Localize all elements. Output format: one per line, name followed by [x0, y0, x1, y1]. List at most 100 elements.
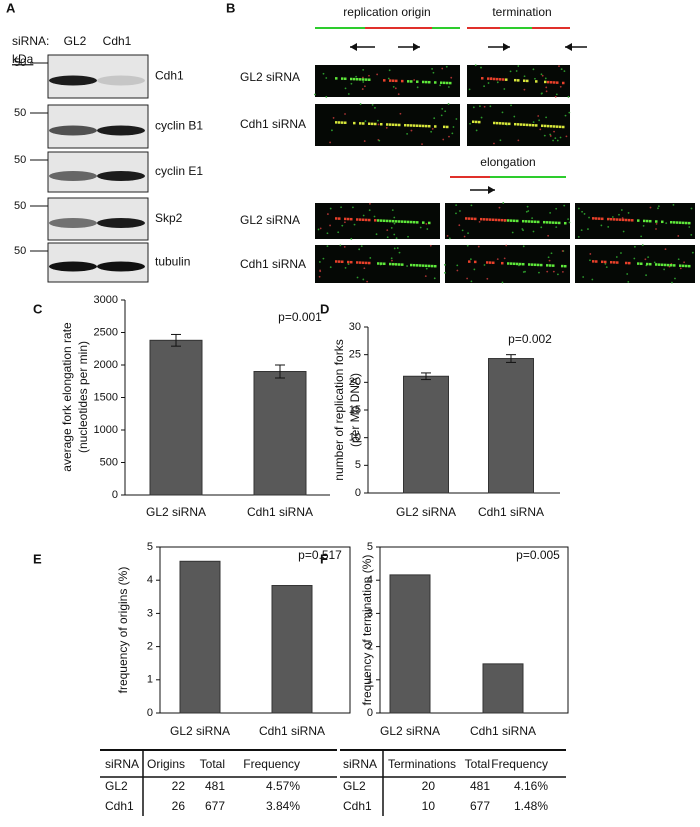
noise-dot: [549, 133, 552, 136]
noise-dot: [559, 136, 562, 139]
noise-dot: [445, 65, 448, 68]
noise-dot: [691, 251, 694, 254]
fiber-signal: [362, 261, 365, 265]
noise-dot: [363, 140, 366, 142]
fiber-signal: [335, 121, 338, 124]
fiber-signal: [499, 78, 502, 81]
noise-dot: [475, 129, 478, 132]
noise-dot: [483, 85, 486, 88]
noise-dot: [480, 66, 482, 69]
noise-dot: [580, 229, 583, 232]
noise-dot: [314, 93, 316, 96]
panel-label: F: [320, 551, 328, 566]
noise-dot: [456, 264, 459, 267]
noise-dot: [645, 274, 647, 277]
noise-dot: [325, 77, 328, 79]
fiber-signal: [505, 78, 508, 81]
fiber-signal: [510, 262, 513, 265]
noise-dot: [368, 74, 370, 77]
noise-dot: [398, 251, 401, 254]
fiber-signal: [380, 219, 383, 222]
noise-dot: [503, 88, 506, 90]
noise-dot: [501, 111, 504, 114]
noise-dot: [561, 270, 564, 273]
noise-dot: [501, 281, 504, 284]
fiber-signal: [383, 79, 386, 82]
y-axis-label: (nucleotides per min): [76, 341, 90, 453]
fiber-signal: [416, 80, 419, 83]
fiber-signal: [562, 125, 565, 129]
noise-dot: [377, 119, 379, 122]
fiber-signal: [643, 219, 646, 223]
noise-dot: [478, 220, 481, 223]
fiber-signal: [540, 263, 543, 267]
noise-dot: [406, 265, 408, 267]
fiber-signal: [374, 122, 377, 126]
noise-dot: [690, 207, 693, 210]
fiber-signal: [507, 219, 510, 222]
fiber-signal: [670, 264, 673, 267]
fiber-signal: [595, 217, 598, 220]
noise-dot: [347, 93, 350, 95]
fiber-signal: [392, 262, 395, 266]
noise-dot: [459, 210, 461, 212]
noise-dot: [588, 216, 590, 219]
table-header: siRNA: [343, 757, 377, 771]
y-tick-label: 2500: [94, 326, 118, 338]
noise-dot: [627, 280, 630, 283]
fiber-signal: [487, 77, 490, 80]
fiber-signal: [534, 220, 537, 224]
fiber-signal: [434, 264, 437, 268]
noise-dot: [622, 230, 625, 233]
noise-dot: [362, 81, 365, 83]
panel-label: A: [6, 0, 16, 15]
fiber-signal: [537, 263, 540, 267]
noise-dot: [483, 105, 486, 108]
fiber-signal: [546, 264, 549, 267]
fiber-signal: [505, 122, 508, 125]
sirna-label: siRNA:: [12, 34, 49, 48]
fiber-signal: [688, 221, 691, 225]
noise-dot: [665, 222, 668, 225]
fiber-signal: [598, 217, 601, 220]
fiber-signal: [613, 218, 616, 221]
noise-dot: [456, 269, 459, 272]
fiber-signal: [552, 264, 555, 267]
row-label: Cdh1 siRNA: [240, 117, 306, 131]
fiber-signal: [368, 122, 371, 125]
blot-band: [97, 75, 145, 86]
fiber-signal: [496, 121, 499, 125]
noise-dot: [486, 277, 489, 280]
fiber-signal: [535, 80, 538, 83]
noise-dot: [440, 114, 443, 117]
y-tick-label: 0: [367, 707, 373, 719]
fiber-signal: [356, 218, 359, 221]
noise-dot: [538, 119, 541, 122]
bar: [403, 375, 449, 494]
fiber-signal: [493, 77, 496, 81]
noise-dot: [470, 204, 473, 207]
noise-dot: [350, 82, 353, 85]
fiber-signal: [502, 122, 505, 125]
panel-label: D: [320, 301, 329, 316]
fiber-signal: [486, 261, 489, 264]
noise-dot: [455, 204, 458, 207]
fiber-signal: [413, 220, 416, 224]
noise-dot: [461, 229, 464, 232]
noise-dot: [545, 86, 548, 89]
fiber-signal: [628, 218, 631, 222]
fiber-signal: [637, 219, 640, 222]
row-label: Cdh1 siRNA: [240, 257, 306, 271]
protein-label: Skp2: [155, 211, 183, 225]
fiber-signal: [508, 122, 511, 126]
table-cell: 677: [470, 799, 490, 813]
noise-dot: [458, 224, 461, 227]
fiber-signal: [673, 264, 676, 267]
fiber-signal: [556, 125, 559, 128]
fiber-signal: [498, 218, 501, 222]
noise-dot: [545, 116, 548, 119]
table-cell: GL2: [105, 779, 128, 793]
fiber-signal: [428, 264, 431, 268]
noise-dot: [326, 245, 329, 248]
fiber-signal: [359, 78, 362, 81]
